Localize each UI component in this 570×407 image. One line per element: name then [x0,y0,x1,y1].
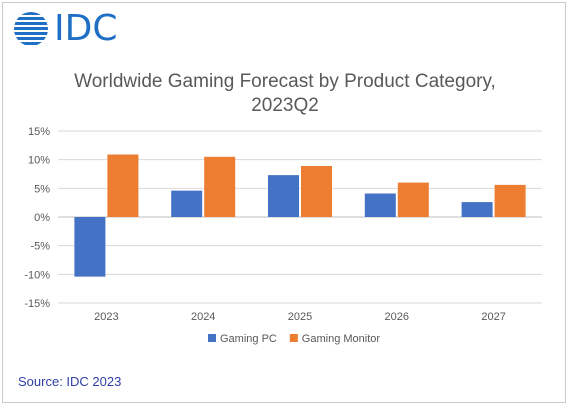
chart-title-line1: Worldwide Gaming Forecast by Product Cat… [74,71,496,92]
idc-logo: IDC [12,10,117,48]
bar-gaming-pc [268,175,299,217]
bar-gaming-monitor [204,156,236,217]
y-tick-label: 0% [34,212,50,224]
y-tick-label: 10% [28,155,50,167]
bar-gaming-pc [171,190,203,217]
legend-swatch [208,334,216,342]
bar-gaming-pc [364,193,396,217]
x-tick-label: 2026 [385,311,409,323]
x-tick-label: 2027 [481,311,505,323]
idc-globe-icon [14,12,48,45]
y-tick-label: -10% [24,269,50,281]
legend-label: Gaming Monitor [302,333,381,345]
y-tick-label: 5% [34,183,50,195]
logo-text: IDC [54,8,118,49]
x-tick-label: 2024 [191,311,215,323]
bar-gaming-monitor [107,154,139,217]
legend-label: Gaming PC [220,333,277,345]
bar-gaming-monitor [397,182,429,217]
source-note: Source: IDC 2023 [18,374,122,389]
y-tick-label: 15% [28,126,50,138]
bar-gaming-pc [74,217,106,277]
chart-title-line2: 2023Q2 [251,95,319,116]
y-tick-label: -5% [30,241,50,253]
x-tick-label: 2023 [94,311,118,323]
bar-gaming-monitor [301,165,332,217]
y-tick-label: -15% [24,298,50,310]
bar-gaming-pc [461,202,493,217]
x-tick-label: 2025 [288,311,312,323]
bar-gaming-monitor [494,184,526,217]
chart-title: Worldwide Gaming Forecast by Product Cat… [0,70,570,118]
legend-swatch [289,334,298,342]
